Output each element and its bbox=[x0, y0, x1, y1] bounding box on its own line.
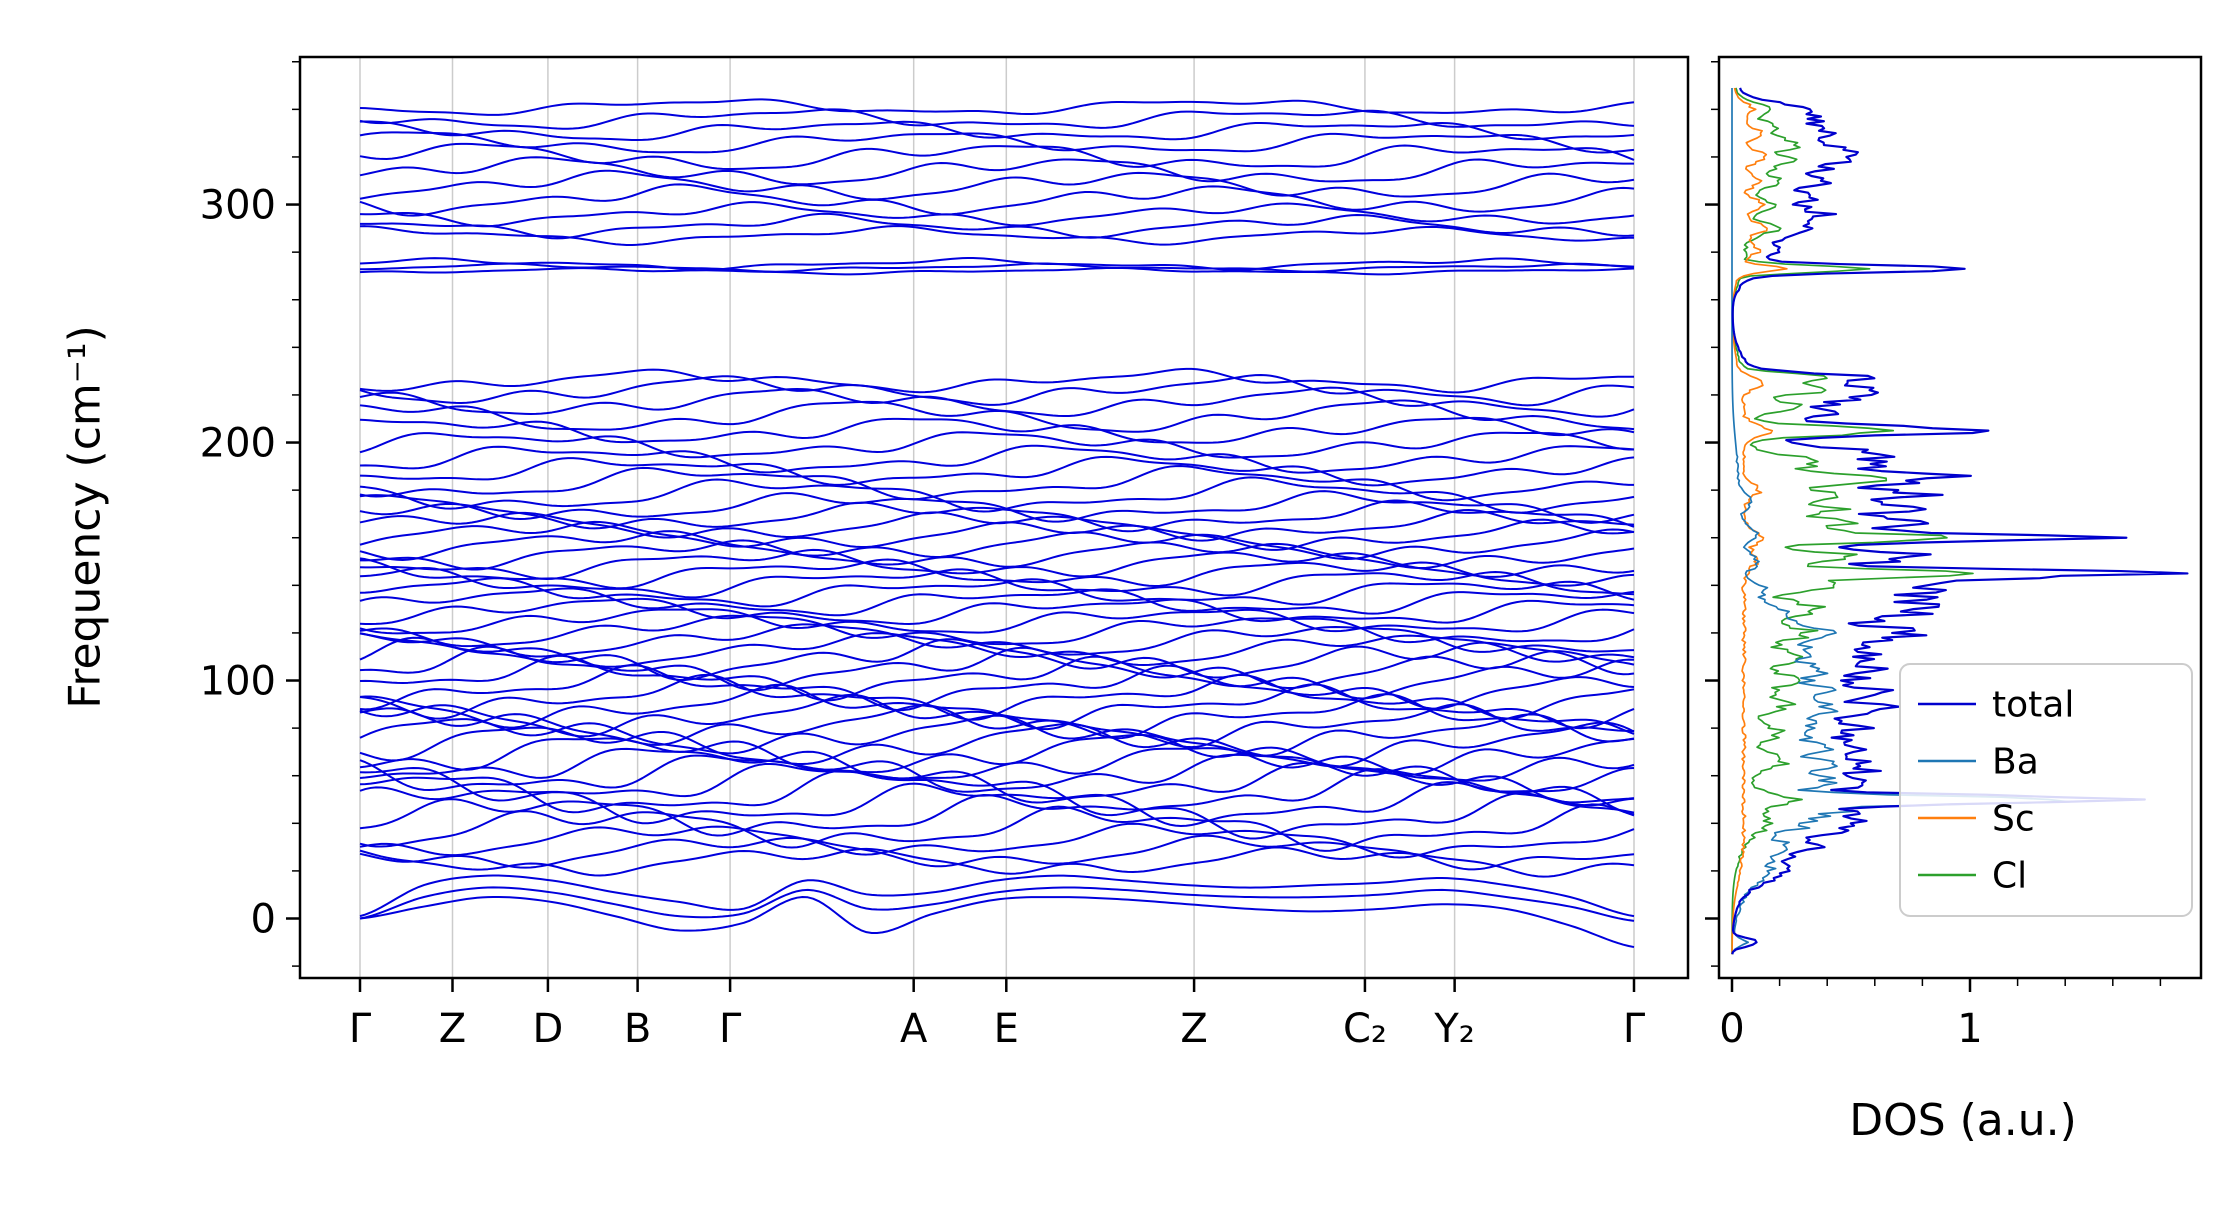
k-point-label: Γ bbox=[1623, 1006, 1646, 1052]
dos-curve-total bbox=[1731, 87, 2189, 955]
band-line bbox=[359, 262, 1635, 273]
band-line bbox=[359, 664, 1635, 712]
band-line bbox=[359, 386, 1635, 418]
band-line bbox=[359, 846, 1635, 878]
band-line bbox=[359, 131, 1635, 154]
band-structure-panel bbox=[359, 57, 1635, 978]
band-line bbox=[359, 156, 1635, 186]
band-line bbox=[359, 465, 1635, 502]
band-line bbox=[359, 673, 1635, 721]
band-line bbox=[359, 108, 1635, 130]
axis-spine-dos bbox=[1717, 55, 2203, 980]
band-line bbox=[359, 713, 1635, 757]
band-line bbox=[359, 455, 1635, 487]
band-line bbox=[359, 557, 1635, 590]
band-line bbox=[359, 431, 1635, 459]
band-line bbox=[359, 567, 1635, 599]
y-axis-label: Frequency (cm⁻¹) bbox=[60, 325, 111, 709]
band-line bbox=[359, 142, 1635, 171]
y-tick-label: 200 bbox=[200, 421, 276, 467]
band-line bbox=[359, 636, 1635, 681]
k-point-label: C₂ bbox=[1343, 1006, 1387, 1052]
dos-curve-Sc bbox=[1731, 87, 1788, 955]
dos-panel: total Ba Sc Cl bbox=[1731, 87, 2193, 955]
band-line bbox=[359, 416, 1635, 444]
axis-spine-band bbox=[298, 55, 1690, 980]
k-point-label: Γ bbox=[349, 1006, 372, 1052]
dos-curve-Cl bbox=[1731, 87, 1974, 955]
band-line bbox=[359, 257, 1635, 272]
k-point-label: E bbox=[994, 1006, 1019, 1052]
band-line bbox=[359, 753, 1635, 793]
band-line bbox=[359, 632, 1635, 668]
legend-label-total: total bbox=[1992, 685, 2074, 726]
dos-x-axis-label: DOS (a.u.) bbox=[1849, 1095, 2077, 1146]
legend: total Ba Sc Cl bbox=[1899, 663, 2193, 917]
dos-x-tick-label: 1 bbox=[1957, 1006, 1982, 1052]
band-line bbox=[359, 597, 1635, 626]
band-line bbox=[359, 183, 1635, 217]
y-tick-label: 100 bbox=[200, 659, 276, 705]
dos-x-tick-label: 0 bbox=[1719, 1006, 1744, 1052]
band-line bbox=[359, 508, 1635, 542]
band-line bbox=[359, 577, 1635, 608]
legend-label-Sc: Sc bbox=[1992, 799, 2035, 840]
band-line bbox=[359, 834, 1635, 871]
band-line bbox=[359, 444, 1635, 474]
band-line bbox=[359, 201, 1635, 228]
band-line bbox=[359, 528, 1635, 561]
band-line bbox=[359, 476, 1635, 514]
band-line bbox=[359, 747, 1635, 782]
band-line bbox=[359, 169, 1635, 201]
legend-label-Cl: Cl bbox=[1992, 856, 2027, 897]
band-line bbox=[359, 623, 1635, 658]
band-line bbox=[359, 374, 1635, 407]
legend-box bbox=[1899, 663, 2193, 917]
band-line bbox=[359, 98, 1635, 116]
band-line bbox=[359, 803, 1635, 852]
band-line bbox=[359, 587, 1635, 617]
band-line bbox=[359, 367, 1635, 394]
band-line bbox=[359, 120, 1635, 142]
y-tick-label: 300 bbox=[200, 183, 276, 229]
band-line bbox=[359, 499, 1635, 533]
band-line bbox=[359, 266, 1635, 276]
band-line bbox=[359, 614, 1635, 648]
band-line bbox=[359, 539, 1635, 571]
band-line bbox=[359, 792, 1635, 840]
k-point-label: D bbox=[533, 1006, 564, 1052]
band-line bbox=[359, 895, 1635, 949]
k-point-label: Γ bbox=[719, 1006, 742, 1052]
axes-decorations: 0 100 200 300 Γ Z D B Γ A E Z C₂ Y₂ Γ 0 1 bbox=[200, 55, 2203, 1052]
band-line bbox=[359, 768, 1635, 817]
band-line bbox=[359, 822, 1635, 859]
band-line bbox=[359, 608, 1635, 635]
k-point-label: Z bbox=[439, 1006, 466, 1052]
y-tick-label: 0 bbox=[251, 897, 276, 943]
legend-label-Ba: Ba bbox=[1992, 742, 2039, 783]
band-line bbox=[359, 874, 1635, 918]
band-line bbox=[359, 703, 1635, 749]
band-line bbox=[359, 886, 1635, 922]
k-point-label: A bbox=[900, 1006, 928, 1052]
band-line bbox=[359, 490, 1635, 524]
band-line bbox=[359, 733, 1635, 776]
bands-group bbox=[359, 98, 1635, 949]
band-line bbox=[359, 212, 1635, 240]
k-point-label: Z bbox=[1180, 1006, 1207, 1052]
k-point-label: Y₂ bbox=[1433, 1006, 1474, 1052]
dos-curves-group bbox=[1731, 87, 2189, 955]
k-point-label: B bbox=[624, 1006, 651, 1052]
